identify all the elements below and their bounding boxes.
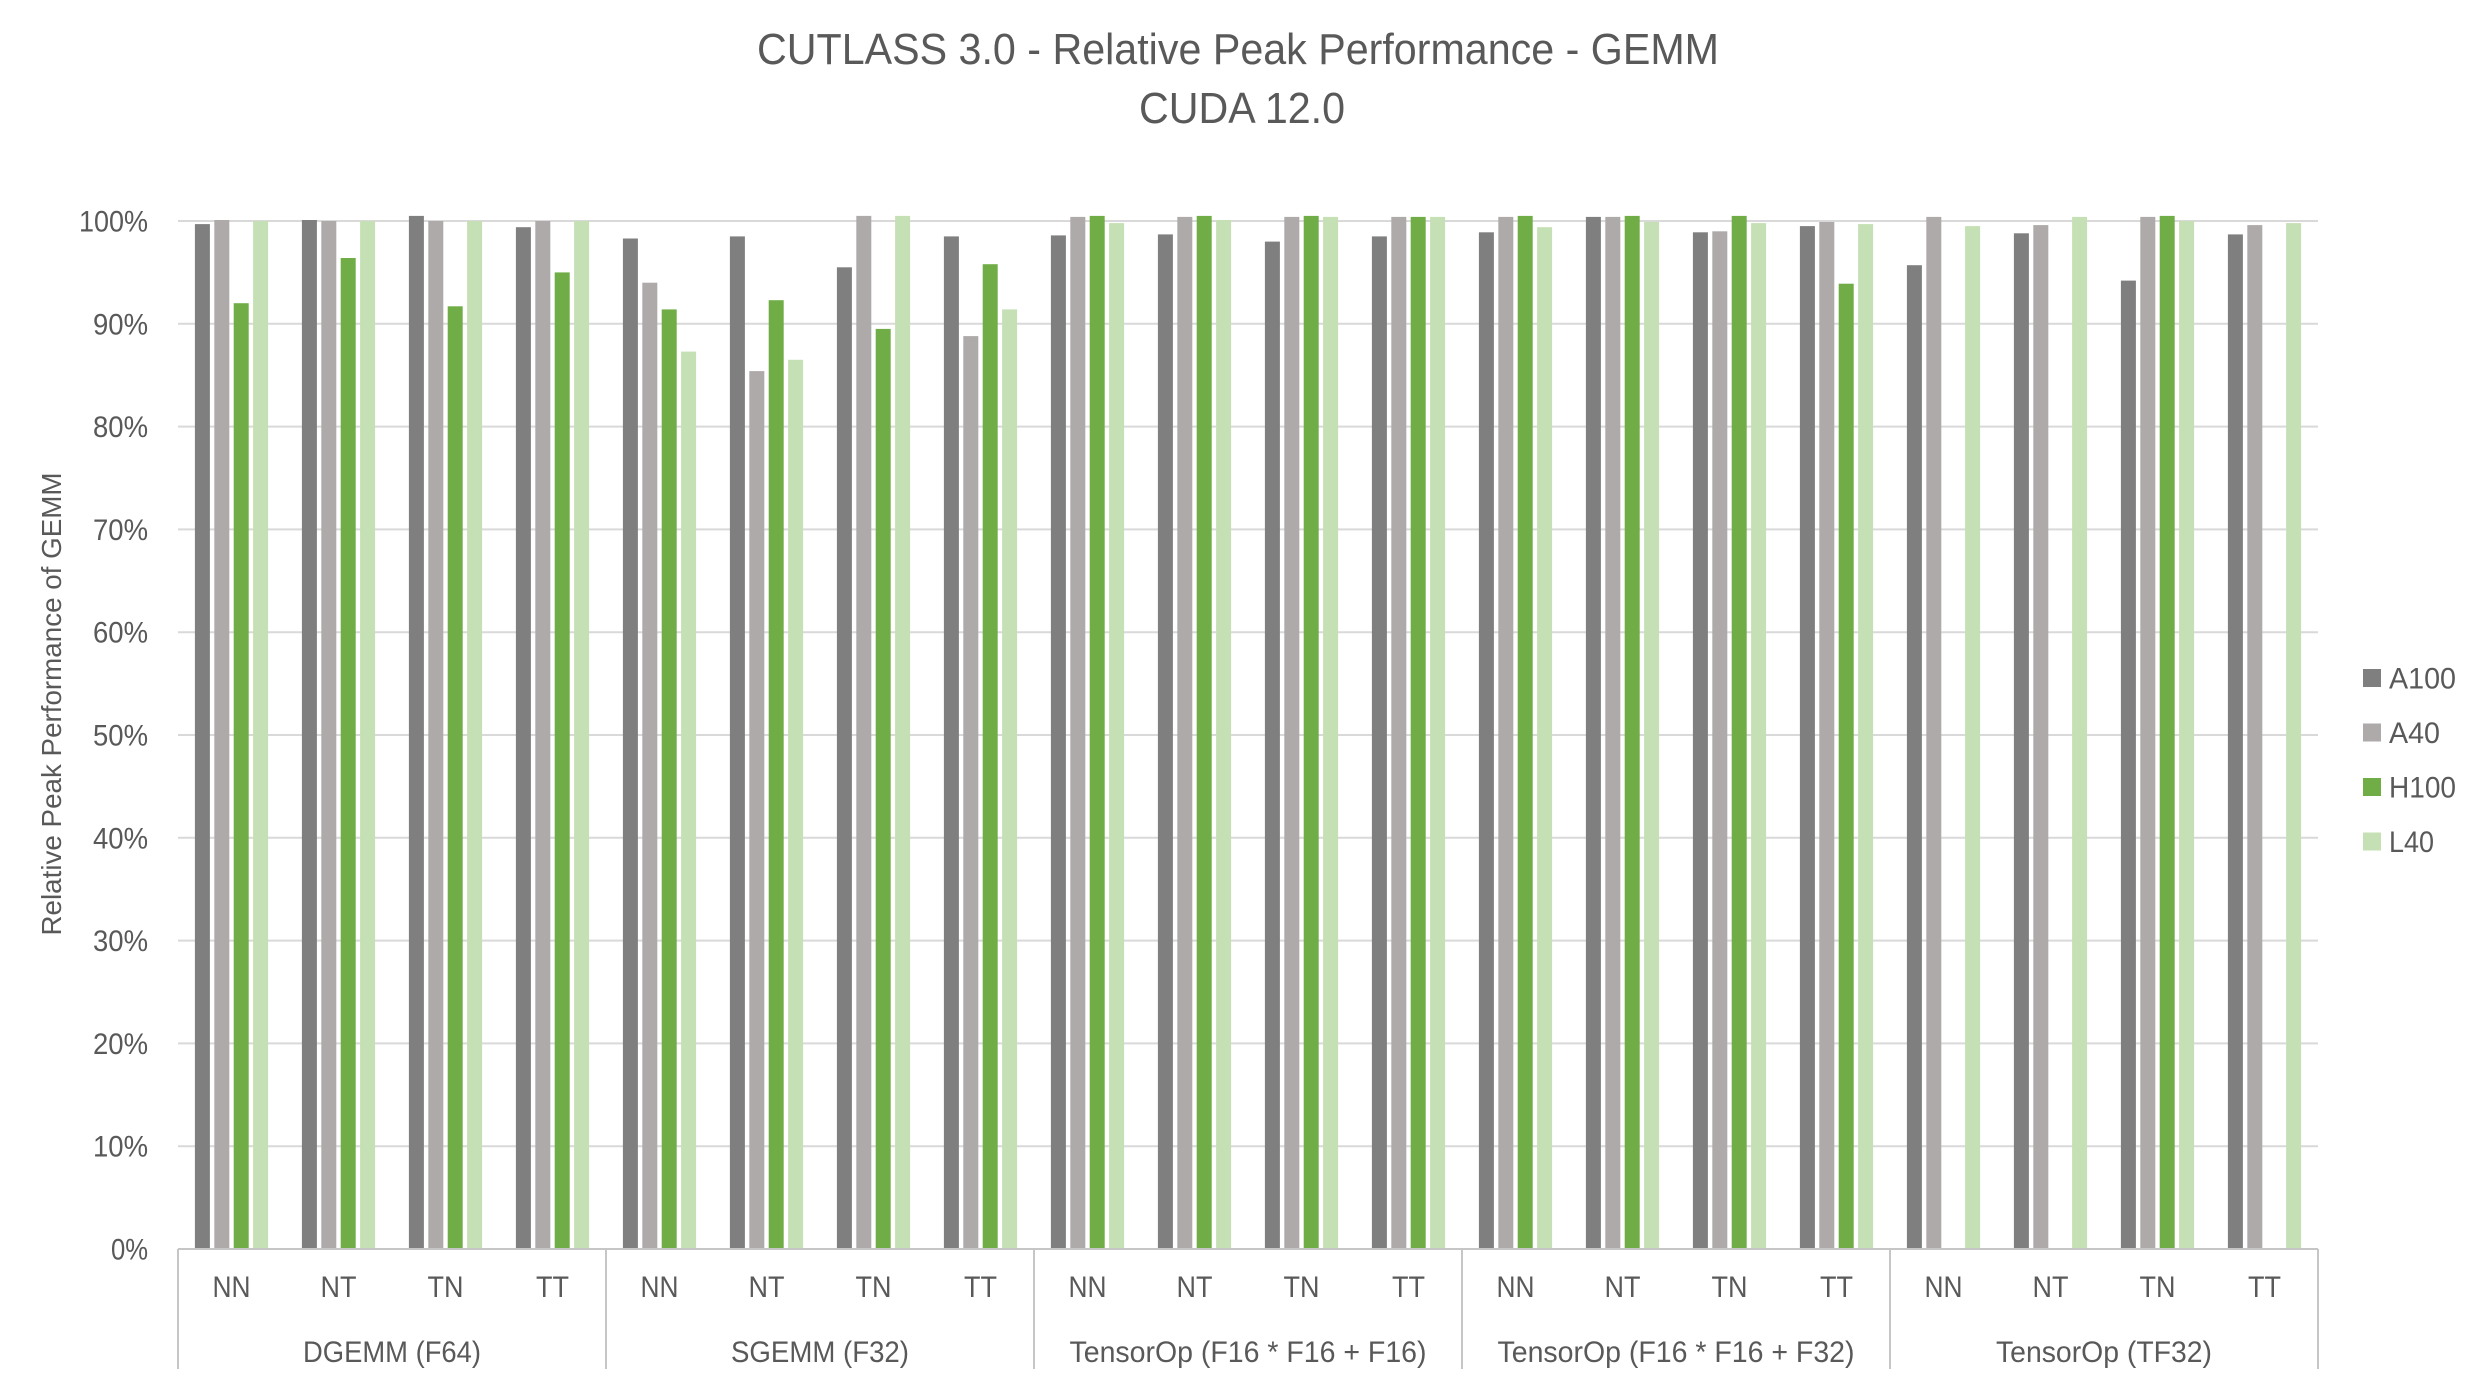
svg-text:70%: 70% <box>93 514 148 547</box>
svg-text:TN: TN <box>428 1271 464 1304</box>
svg-text:DGEMM (F64): DGEMM (F64) <box>303 1336 481 1369</box>
svg-text:NN: NN <box>1925 1271 1963 1304</box>
svg-text:90%: 90% <box>93 308 148 341</box>
svg-text:L40: L40 <box>2389 826 2434 859</box>
svg-text:TensorOp (F16 * F16 + F16): TensorOp (F16 * F16 + F16) <box>1070 1336 1427 1369</box>
svg-text:NN: NN <box>1497 1271 1535 1304</box>
svg-text:NT: NT <box>2033 1271 2069 1304</box>
svg-text:TT: TT <box>1820 1271 1853 1304</box>
svg-text:CUTLASS 3.0 - Relative Peak Pe: CUTLASS 3.0 - Relative Peak Performance … <box>757 25 1719 74</box>
svg-text:CUDA 12.0: CUDA 12.0 <box>1139 84 1345 133</box>
svg-text:TN: TN <box>1712 1271 1748 1304</box>
svg-text:Relative Peak Performance of G: Relative Peak Performance of GEMM <box>36 473 67 936</box>
svg-text:40%: 40% <box>93 822 148 855</box>
svg-text:80%: 80% <box>93 411 148 444</box>
svg-text:20%: 20% <box>93 1028 148 1061</box>
svg-text:H100: H100 <box>2389 772 2456 805</box>
svg-text:NN: NN <box>213 1271 251 1304</box>
svg-text:NN: NN <box>1069 1271 1107 1304</box>
svg-text:SGEMM (F32): SGEMM (F32) <box>731 1336 909 1369</box>
svg-text:TT: TT <box>1392 1271 1425 1304</box>
svg-text:TN: TN <box>856 1271 892 1304</box>
svg-text:10%: 10% <box>93 1131 148 1164</box>
svg-text:TN: TN <box>1284 1271 1320 1304</box>
svg-text:TT: TT <box>964 1271 997 1304</box>
svg-text:NT: NT <box>749 1271 785 1304</box>
svg-text:TensorOp (F16 * F16 + F32): TensorOp (F16 * F16 + F32) <box>1498 1336 1855 1369</box>
svg-text:A100: A100 <box>2389 663 2456 696</box>
svg-text:30%: 30% <box>93 925 148 958</box>
svg-text:100%: 100% <box>79 206 148 239</box>
svg-text:TT: TT <box>2248 1271 2281 1304</box>
svg-text:NT: NT <box>1177 1271 1213 1304</box>
svg-text:NT: NT <box>1605 1271 1641 1304</box>
svg-text:TN: TN <box>2140 1271 2176 1304</box>
svg-text:TensorOp (TF32): TensorOp (TF32) <box>1996 1336 2212 1369</box>
svg-text:NN: NN <box>641 1271 679 1304</box>
svg-text:50%: 50% <box>93 720 148 753</box>
svg-text:TT: TT <box>536 1271 569 1304</box>
svg-text:0%: 0% <box>111 1234 148 1267</box>
svg-text:NT: NT <box>321 1271 357 1304</box>
svg-text:A40: A40 <box>2389 717 2440 750</box>
svg-text:60%: 60% <box>93 617 148 650</box>
